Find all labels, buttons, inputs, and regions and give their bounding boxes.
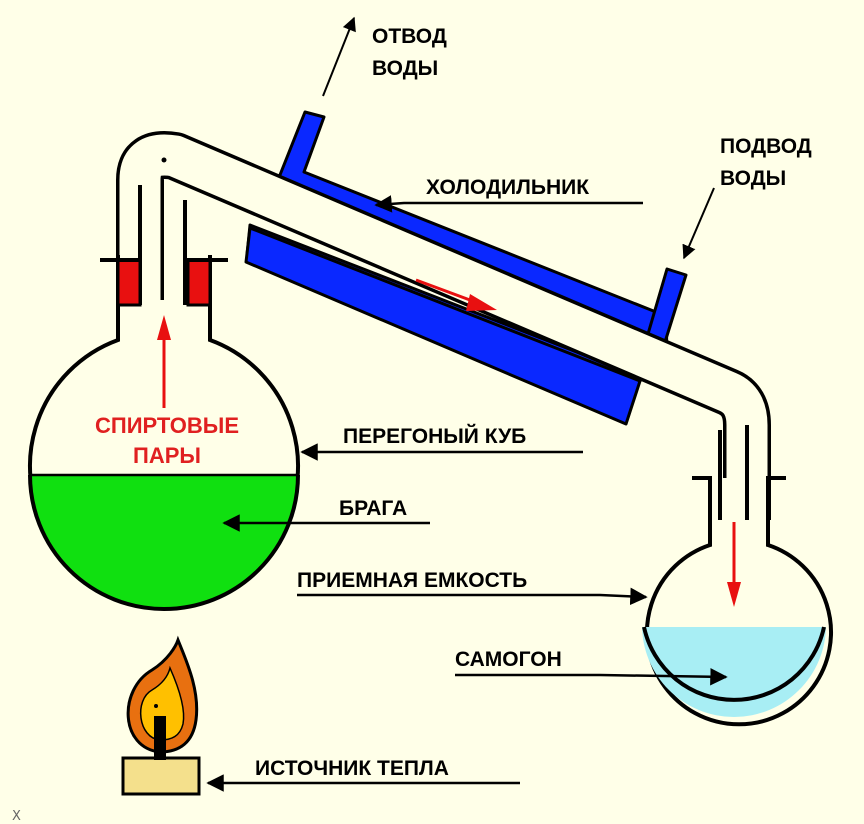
- receiver-leader: [297, 587, 648, 606]
- labels: ОТВОД ВОДЫ ПОДВОД ВОДЫ ХОЛОДИЛЬНИК СПИРТ…: [12, 25, 812, 824]
- stopper-left: [116, 258, 142, 307]
- vapor-tube-inner: [119, 134, 768, 520]
- condenser-leader: [374, 195, 643, 213]
- water-outlet-arrow: [322, 16, 356, 97]
- vapor-up-arrowhead: [157, 315, 171, 340]
- heat-source: [121, 635, 201, 796]
- mash-label: БРАГА: [339, 497, 407, 520]
- vapor-tube: [116, 131, 771, 520]
- water-outlet-label-1: ОТВОД: [372, 25, 447, 48]
- vapors-label-2: ПАРЫ: [133, 443, 201, 468]
- receiver-outline-lower: [642, 626, 826, 702]
- vapors-label-1: СПИРТОВЫЕ: [95, 413, 239, 438]
- condenser-jacket-bottom: [244, 226, 642, 426]
- condenser-label: ХОЛОДИЛЬНИК: [426, 176, 589, 199]
- condenser-jacket: [244, 110, 688, 426]
- product-label: САМОГОН: [455, 648, 562, 671]
- receiver-label: ПРИЕМНАЯ ЕМКОСТЬ: [297, 569, 527, 592]
- water-outlet-label-2: ВОДЫ: [372, 57, 438, 80]
- condenser-flow-arrow: [415, 278, 479, 305]
- flow-arrows: [157, 278, 741, 607]
- leader-lines: [206, 16, 728, 792]
- stopper-right: [186, 258, 212, 307]
- condenser-flow-arrowhead: [466, 294, 497, 311]
- water-inlet-label-1: ПОДВОД: [720, 135, 812, 158]
- receiver-down-arrowhead: [727, 582, 741, 607]
- heat-source-label: ИСТОЧНИК ТЕПЛА: [255, 757, 449, 780]
- still-pot-outline-lower: [28, 474, 300, 611]
- corner-mark: X: [12, 809, 21, 824]
- burner-wick-front: [154, 716, 166, 760]
- flame-inner: [139, 665, 185, 741]
- water-inlet-label-2: ВОДЫ: [720, 167, 786, 190]
- water-inlet-arrow: [682, 187, 715, 260]
- product-leader: [455, 668, 728, 686]
- burner-base: [121, 756, 201, 796]
- flame-spark: [154, 704, 158, 708]
- tube-bend-mark: [161, 157, 167, 163]
- receiver-flask: [642, 425, 833, 727]
- still-pot-label: ПЕРЕГОНЫЙ КУБ: [343, 424, 526, 448]
